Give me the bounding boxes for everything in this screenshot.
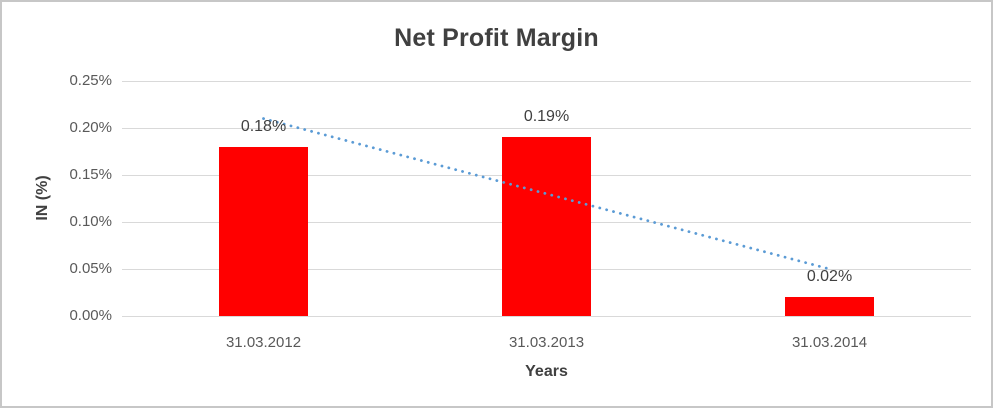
y-tick-label: 0.05% <box>69 260 112 277</box>
y-tick-label: 0.10% <box>69 213 112 230</box>
x-axis-title: Years <box>525 363 568 380</box>
bar-31.03.2012[interactable] <box>219 146 308 316</box>
y-tick-label: 0.25% <box>69 72 112 89</box>
data-label: 0.02% <box>806 268 853 286</box>
gridline <box>122 127 971 129</box>
y-tick-label: 0.15% <box>69 166 112 183</box>
x-tick-label: 31.03.2014 <box>791 334 868 351</box>
y-tick-label: 0.00% <box>69 307 112 324</box>
trendline[interactable] <box>262 117 831 271</box>
bar-31.03.2013[interactable] <box>502 137 591 316</box>
gridline <box>122 80 971 82</box>
data-label: 0.19% <box>523 108 570 126</box>
plot-area: 0.18% 0.19% 0.02% <box>122 80 971 317</box>
bar-31.03.2014[interactable] <box>785 297 874 316</box>
x-tick-label: 31.03.2013 <box>508 334 585 351</box>
chart-title: Net Profit Margin <box>394 24 599 52</box>
data-label: 0.18% <box>240 117 287 135</box>
y-tick-label: 0.20% <box>69 119 112 136</box>
x-tick-label: 31.03.2012 <box>225 334 302 351</box>
gridline <box>122 315 971 317</box>
